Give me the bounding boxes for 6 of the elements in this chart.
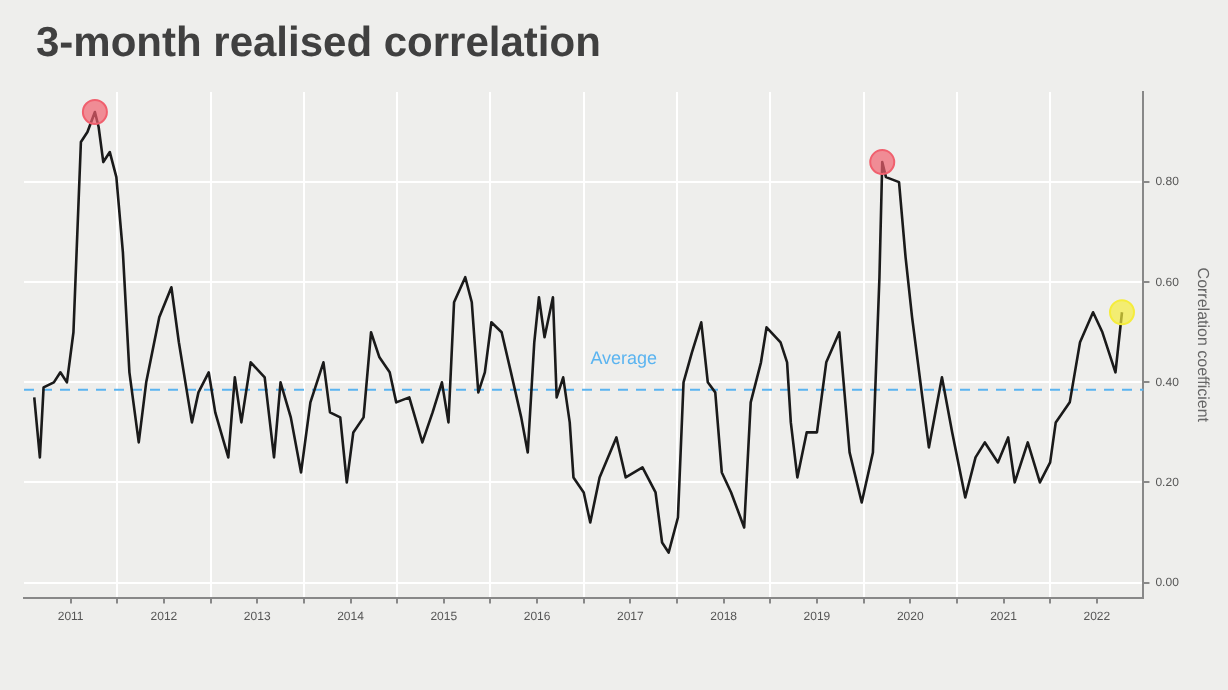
ref-line-label: Average bbox=[590, 347, 658, 368]
point bbox=[869, 149, 896, 176]
point bbox=[81, 99, 108, 126]
chart-title: 3-month realised correlation bbox=[36, 20, 601, 68]
y-axis-title: Correlation coefficient bbox=[1193, 267, 1212, 424]
point bbox=[1108, 299, 1135, 326]
